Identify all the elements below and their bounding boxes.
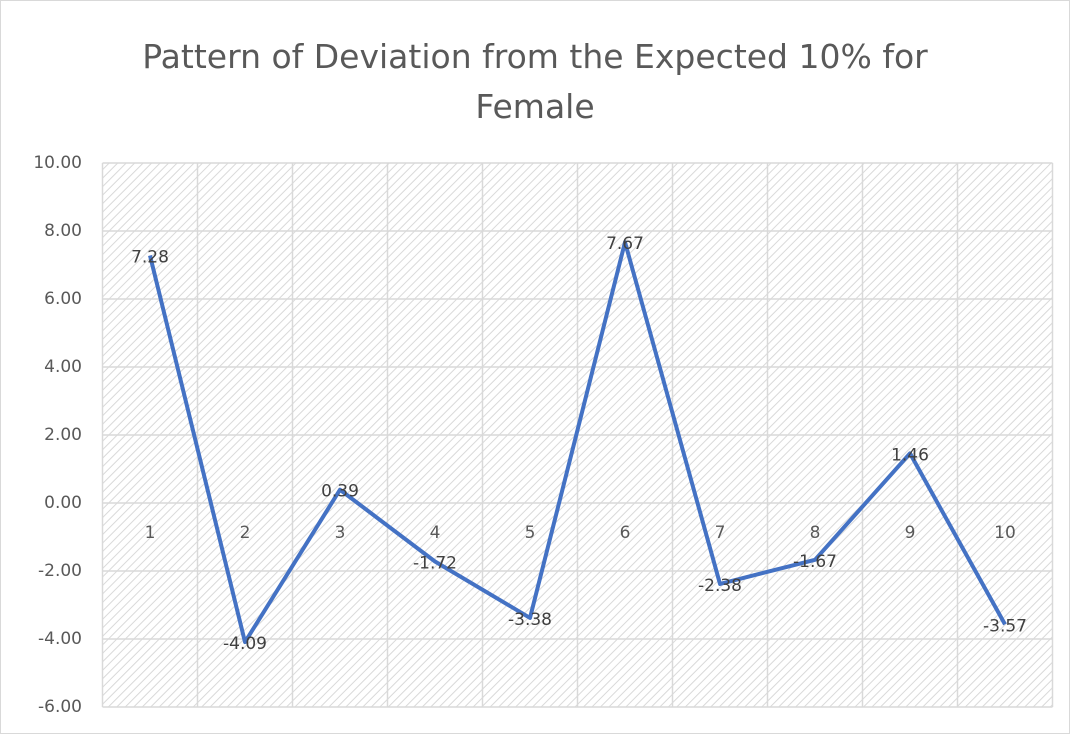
x-tick-label: 1	[145, 523, 156, 543]
y-tick-label: -4.00	[38, 629, 82, 649]
data-line	[148, 240, 1007, 645]
x-tick-label: 2	[240, 523, 251, 543]
data-label: 0.39	[321, 482, 359, 502]
data-label: -1.72	[413, 553, 457, 573]
x-tick-label: 6	[620, 523, 631, 543]
x-tick-label: 9	[905, 523, 916, 543]
x-tick-label: 10	[994, 523, 1016, 543]
x-tick-label: 4	[430, 523, 441, 543]
y-tick-label: 6.00	[44, 289, 82, 309]
data-label: -3.38	[508, 610, 552, 630]
data-label: 1.46	[891, 445, 929, 465]
y-tick-label: 10.00	[33, 153, 82, 173]
data-label: -3.57	[983, 616, 1027, 636]
y-tick-label: 8.00	[44, 221, 82, 241]
x-tick-label: 5	[525, 523, 536, 543]
data-label: -2.38	[698, 576, 742, 596]
y-tick-label: -6.00	[38, 697, 82, 717]
data-label: 7.67	[606, 234, 644, 254]
x-tick-label: 7	[715, 523, 726, 543]
data-label: 7.28	[131, 247, 169, 267]
x-tick-label: 8	[810, 523, 821, 543]
y-tick-label: 4.00	[44, 357, 82, 377]
data-label: -4.09	[223, 634, 267, 654]
chart-title: Pattern of Deviation from the Expected 1…	[142, 37, 928, 126]
y-tick-label: 2.00	[44, 425, 82, 445]
data-label: -1.67	[793, 552, 837, 572]
x-tick-label: 3	[335, 523, 346, 543]
y-tick-label: 0.00	[44, 493, 82, 513]
y-tick-label: -2.00	[38, 561, 82, 581]
